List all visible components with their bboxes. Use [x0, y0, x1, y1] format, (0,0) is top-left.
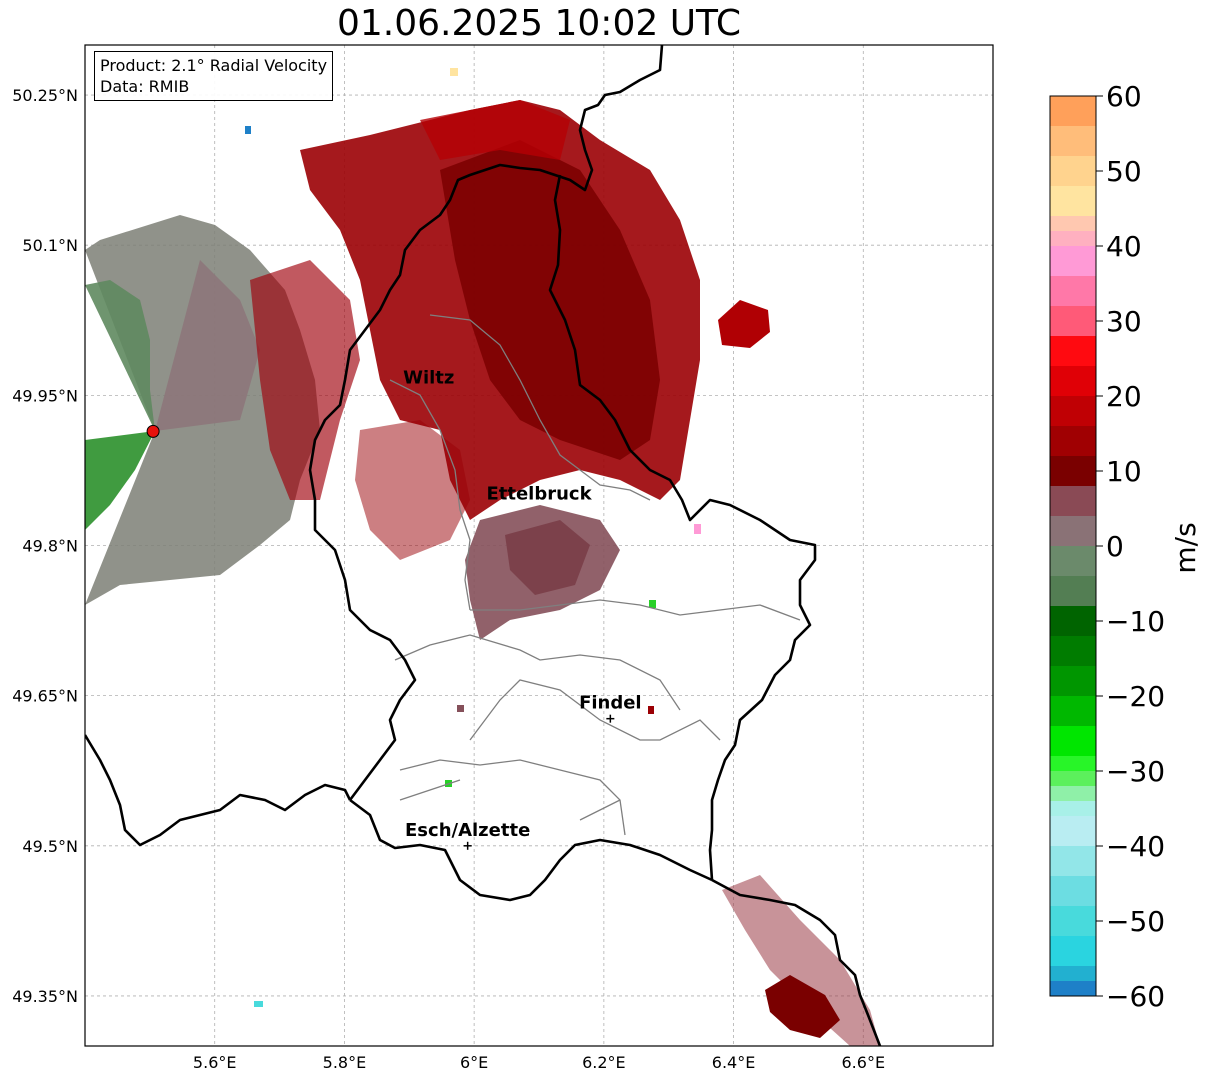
lon-tick-label-1: 5.8°E: [323, 1053, 367, 1072]
colorbar-segment-2: [1050, 156, 1096, 187]
echo-east-blob: [718, 300, 770, 348]
lon-tick-label-2: 6°E: [460, 1053, 488, 1072]
product-info-box: Product: 2.1° Radial Velocity Data: RMIB: [94, 51, 334, 101]
colorbar-tick-label-6: 0: [1106, 530, 1124, 563]
colorbar-segment-25: [1050, 786, 1096, 802]
echo-scatter-middle: [355, 420, 470, 560]
echo-small-red: [648, 706, 654, 714]
lat-tick-label-3: 49.8°N: [22, 537, 78, 556]
colorbar-tick-label-2: 40: [1106, 230, 1142, 263]
colorbar-segment-20: [1050, 666, 1096, 697]
longitude-tick-labels: 5.6°E 5.8°E 6°E 6.2°E 6.4°E 6.6°E: [193, 1053, 885, 1072]
radar-echoes: [85, 68, 880, 1046]
echo-small-mauve: [457, 705, 464, 712]
colorbar-tick-label-1: 50: [1106, 155, 1142, 188]
colorbar-segment-17: [1050, 576, 1096, 607]
figure-title: 01.06.2025 10:02 UTC: [336, 3, 742, 44]
lat-tick-label-6: 49.35°N: [12, 987, 78, 1006]
colorbar-segment-30: [1050, 906, 1096, 937]
colorbar-segment-12: [1050, 426, 1096, 457]
colorbar: [1049, 95, 1097, 997]
colorbar-tick-label-7: −10: [1106, 605, 1165, 638]
echo-north-core: [440, 140, 660, 460]
lat-tick-label-2: 49.95°N: [12, 386, 78, 405]
colorbar-segment-3: [1050, 186, 1096, 217]
latitude-tick-labels: 50.25°N 50.1°N 49.95°N 49.8°N 49.65°N 49.5°N 4…: [12, 86, 78, 1006]
district-boundaries: [389, 314, 801, 836]
lon-tick-label-0: 5.6°E: [193, 1053, 237, 1072]
colorbar-tick-label-3: 30: [1106, 305, 1142, 338]
echo-small-yellow: [450, 68, 458, 76]
colorbar-segment-24: [1050, 771, 1096, 787]
colorbar-segment-33: [1050, 981, 1096, 997]
city-label-esch-alzette: Esch/Alzette: [405, 820, 530, 841]
echo-southeast-streak: [722, 875, 880, 1046]
lat-tick-label-1: 50.1°N: [22, 236, 78, 255]
city-labels: Wiltz Ettelbruck Findel Esch/Alzette: [403, 367, 642, 850]
colorbar-tick-label-9: −30: [1106, 755, 1165, 788]
echo-small-blue: [245, 126, 251, 134]
colorbar-tick-label-11: −50: [1106, 905, 1165, 938]
colorbar-segment-10: [1050, 366, 1096, 397]
lon-tick-label-3: 6.2°E: [582, 1053, 626, 1072]
colorbar-segment-19: [1050, 636, 1096, 667]
echo-southeast-core: [765, 975, 840, 1038]
colorbar-segment-29: [1050, 876, 1096, 907]
colorbar-segment-15: [1050, 516, 1096, 547]
city-label-wiltz: Wiltz: [403, 367, 454, 388]
lat-tick-label-5: 49.5°N: [22, 837, 78, 856]
colorbar-tick-label-8: −20: [1106, 680, 1165, 713]
lat-tick-label-4: 49.65°N: [12, 687, 78, 706]
colorbar-tick-label-10: −40: [1106, 830, 1165, 863]
echo-west-streaks: [250, 260, 360, 500]
colorbar-segment-27: [1050, 816, 1096, 847]
radar-site-marker: [146, 424, 160, 438]
colorbar-segment-8: [1050, 306, 1096, 337]
colorbar-segment-7: [1050, 276, 1096, 307]
colorbar-segment-0: [1050, 96, 1096, 127]
colorbar-tick-label-4: 20: [1106, 380, 1142, 413]
map-frame: [84, 44, 994, 1047]
city-label-findel: Findel: [579, 693, 642, 714]
echo-fan-pink: [155, 260, 260, 431]
product-line: Product: 2.1° Radial Velocity: [100, 56, 328, 75]
colorbar-tick-label-12: −60: [1106, 980, 1165, 1013]
colorbar-segment-28: [1050, 846, 1096, 877]
colorbar-unit-label: m/s: [1169, 522, 1202, 573]
colorbar-segment-23: [1050, 756, 1096, 772]
echo-small-cyan: [254, 1001, 263, 1007]
colorbar-segment-4: [1050, 216, 1096, 232]
echo-south-plume-core: [505, 520, 590, 595]
colorbar-segment-9: [1050, 336, 1096, 367]
echo-fan-green-lower: [85, 431, 155, 530]
colorbar-segment-14: [1050, 486, 1096, 517]
colorbar-segment-11: [1050, 396, 1096, 427]
colorbar-segment-16: [1050, 546, 1096, 577]
colorbar-segment-21: [1050, 696, 1096, 727]
national-borders: [85, 45, 882, 1046]
colorbar-segment-6: [1050, 246, 1096, 277]
colorbar-segment-31: [1050, 936, 1096, 967]
echo-bright-red: [420, 100, 570, 160]
echo-small-pink: [694, 524, 701, 534]
colorbar-segment-26: [1050, 801, 1096, 817]
colorbar-tick-label-5: 10: [1106, 455, 1142, 488]
colorbar-segment-1: [1050, 126, 1096, 157]
lon-tick-label-5: 6.6°E: [842, 1053, 886, 1072]
data-source-line: Data: RMIB: [100, 77, 190, 96]
city-label-ettelbruck: Ettelbruck: [486, 483, 592, 504]
colorbar-segment-22: [1050, 726, 1096, 757]
colorbar-segment-32: [1050, 966, 1096, 982]
lat-tick-label-0: 50.25°N: [12, 86, 78, 105]
colorbar-segment-18: [1050, 606, 1096, 637]
lon-tick-label-4: 6.4°E: [712, 1053, 756, 1072]
colorbar-segment-13: [1050, 456, 1096, 487]
echo-fan-green-core: [85, 280, 155, 431]
echo-small-green: [649, 600, 656, 608]
colorbar-segment-5: [1050, 231, 1096, 247]
colorbar-tick-label-0: 60: [1106, 80, 1142, 113]
colorbar-tick-labels: 60 50 40 30 20 10 0 −10 −20 −30 −40 −50 −60: [1096, 80, 1165, 1013]
